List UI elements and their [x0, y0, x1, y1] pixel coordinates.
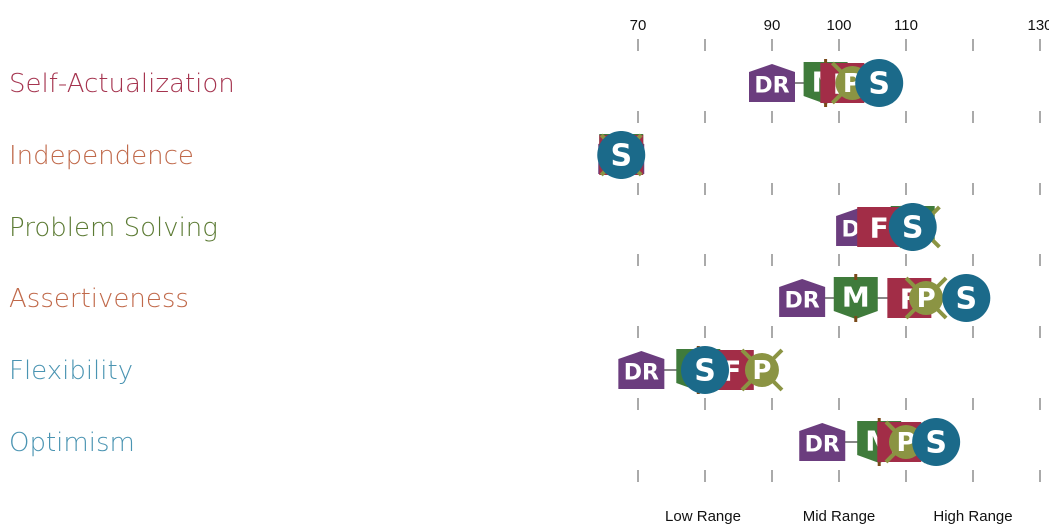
row-independence: IndependenceDRMFPS	[9, 131, 646, 179]
dr-marker-shape	[749, 64, 795, 102]
row-label: Self-Actualization	[9, 69, 235, 99]
s-marker-shape	[942, 274, 991, 322]
p-marker-label: P	[917, 284, 936, 314]
s-marker-shape	[681, 346, 729, 394]
marker-s: S	[681, 346, 729, 394]
marker-s: S	[597, 131, 646, 179]
s-marker-label: S	[694, 354, 716, 389]
dr-marker-shape	[618, 351, 665, 389]
m-marker-label: M	[842, 281, 870, 314]
marker-dr: DR	[749, 64, 795, 102]
p-marker-shape	[909, 281, 944, 315]
dr-marker-shape	[779, 279, 826, 317]
row-label: Flexibility	[9, 356, 133, 386]
marker-s: S	[855, 59, 904, 107]
dr-marker-label: DR	[624, 361, 659, 386]
marker-dr: DR	[779, 279, 826, 317]
s-marker-shape	[888, 203, 937, 251]
range-label: Low Range	[665, 508, 741, 525]
row-label: Problem Solving	[9, 213, 218, 243]
s-marker-shape	[597, 131, 646, 179]
dr-marker-label: DR	[754, 74, 789, 99]
p-marker-label: P	[752, 356, 771, 386]
dr-marker-label: DR	[785, 289, 820, 314]
s-marker-label: S	[902, 211, 924, 246]
s-marker-label: S	[868, 67, 890, 102]
f-marker-label: F	[870, 212, 889, 245]
s-marker-shape	[912, 418, 961, 466]
marker-dr: DR	[799, 423, 846, 461]
marker-m: M	[833, 274, 878, 322]
s-marker-label: S	[955, 282, 977, 317]
range-label: Mid Range	[803, 508, 876, 525]
marker-p: P	[904, 276, 948, 320]
s-marker-shape	[855, 59, 904, 107]
range-label: High Range	[933, 508, 1012, 525]
row-label: Assertiveness	[9, 284, 189, 314]
tick-label: 100	[826, 17, 851, 34]
marker-s: S	[942, 274, 991, 322]
row-optimism: OptimismDRMFPS	[9, 418, 961, 466]
s-marker-label: S	[925, 426, 947, 461]
marker-s: S	[888, 203, 937, 251]
p-marker-shape	[744, 353, 779, 387]
s-marker-label: S	[610, 139, 632, 174]
row-self-actualization: Self-ActualizationDRMFPS	[9, 59, 904, 107]
tick-label: 110	[894, 17, 918, 34]
row-problem-solving: Problem SolvingDRMFPS	[9, 203, 941, 251]
dr-marker-shape	[799, 423, 846, 461]
marker-s: S	[912, 418, 961, 466]
row-label: Independence	[9, 141, 194, 171]
p-marker-label: P	[896, 428, 915, 458]
tick-label: 130	[1027, 17, 1049, 34]
row-flexibility: FlexibilityDRMFPS	[9, 346, 784, 394]
dr-marker-label: DR	[805, 433, 840, 458]
m-marker-shape	[833, 277, 878, 319]
tick-label: 90	[764, 17, 781, 34]
marker-p: P	[740, 348, 784, 392]
row-assertiveness: AssertivenessDRMFPS	[9, 274, 991, 322]
marker-dr: DR	[618, 351, 665, 389]
row-label: Optimism	[9, 428, 135, 458]
tick-label: 70	[630, 17, 647, 34]
